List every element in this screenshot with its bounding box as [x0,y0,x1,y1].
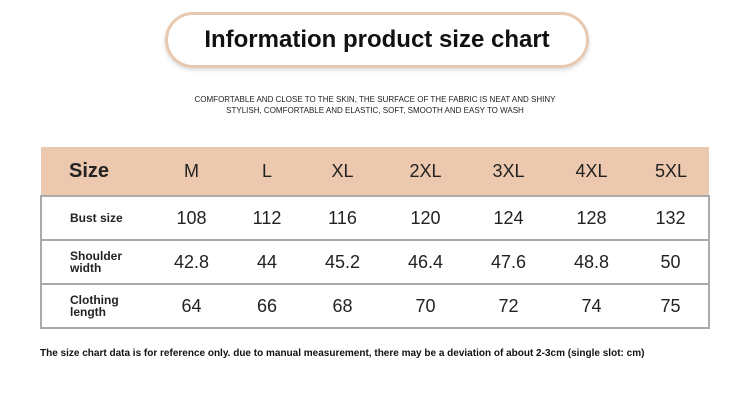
note: The size chart data is for reference onl… [40,348,645,359]
cell: 132 [633,195,710,241]
table-row: Size M L XL 2XL 3XL 4XL 5XL [41,147,709,196]
cell: 2XL [384,147,468,196]
cell: 44 [233,239,301,285]
cell: 68 [301,283,385,329]
table-row: Bust size 108 112 116 120 124 128 132 [40,195,710,241]
cell: M [150,147,234,196]
row-label: Shoulder width [40,239,150,285]
cell: 124 [467,195,551,241]
size-table: Size M L XL 2XL 3XL 4XL 5XL Bust size 108 112 116 12… [40,147,710,329]
row-label: Clothing length [40,283,150,329]
cell: 120 [384,195,468,241]
cell: 42.8 [150,239,234,285]
cell: 47.6 [467,239,551,285]
cell: L [233,147,301,196]
cell: 4XL [550,147,634,196]
cell: 70 [384,283,468,329]
cell: 108 [150,195,234,241]
cell: 5XL [633,147,709,196]
cell: 50 [633,239,710,285]
cell: 66 [233,283,301,329]
cell: 116 [301,195,385,241]
cell: 46.4 [384,239,468,285]
cell: 74 [550,283,634,329]
cell: 48.8 [550,239,634,285]
cell: 45.2 [301,239,385,285]
cell: 64 [150,283,234,329]
table-row: Shoulder width 42.8 44 45.2 46.4 47.6 48.8 50 [40,239,710,285]
row-label: Bust size [40,195,150,241]
title: Information product size chart [165,12,589,68]
table-row: Clothing length 64 66 68 70 72 74 75 [40,283,710,329]
cell: XL [301,147,385,196]
cell: 75 [633,283,710,329]
cell: 112 [233,195,301,241]
subtitle-line: COMFORTABLE AND CLOSE TO THE SKIN, THE S… [194,95,556,104]
row-label: Size [41,147,150,196]
cell: 128 [550,195,634,241]
subtitle-line: STYLISH, COMFORTABLE AND ELASTIC, SOFT, … [226,106,524,115]
cell: 72 [467,283,551,329]
cell: 3XL [467,147,551,196]
